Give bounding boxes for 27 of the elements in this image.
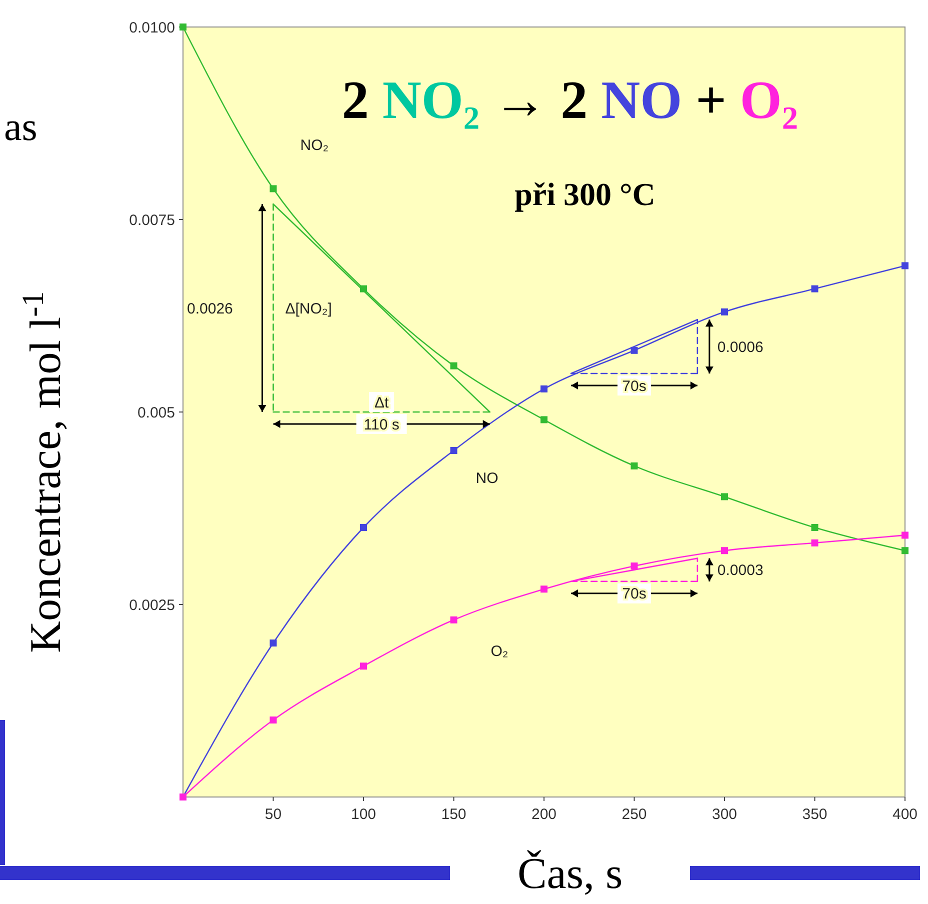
text: 2 NO₂ → 2 NO + O₂ — [342, 70, 798, 130]
annotation: 110 s — [364, 416, 400, 434]
x-tick-label: 50 — [264, 806, 282, 823]
text: NO₂ — [300, 136, 329, 154]
annotation: 0.0006 — [717, 338, 764, 356]
annotation: Δt — [374, 394, 390, 412]
x-tick-label: 200 — [531, 806, 557, 823]
y-tick-label: 0.0025 — [129, 596, 175, 614]
annotation: 0.0026 — [187, 300, 233, 318]
x-tick-label: 300 — [712, 806, 738, 823]
x-tick-label: 100 — [350, 806, 376, 823]
x-tick-label: 350 — [802, 806, 828, 823]
x-tick-label: 250 — [622, 806, 647, 823]
y-tick-label: 0.0075 — [129, 212, 175, 229]
annotation: 70s — [622, 586, 646, 603]
y-tick-label: 0.005 — [137, 404, 175, 422]
annotation: Δ[NO₂] — [285, 300, 332, 318]
annotation: 0.0003 — [717, 562, 764, 580]
text: při 300 °C — [514, 176, 656, 212]
x-axis-title: Čas, s — [517, 849, 623, 898]
y-tick-label: 0.0100 — [129, 19, 175, 36]
annotation: 70s — [622, 378, 646, 395]
x-tick-label: 400 — [892, 806, 918, 823]
text: as — [4, 104, 38, 149]
text: O₂ — [490, 643, 508, 660]
series-label: NO — [476, 470, 498, 487]
x-tick-label: 150 — [441, 806, 466, 823]
